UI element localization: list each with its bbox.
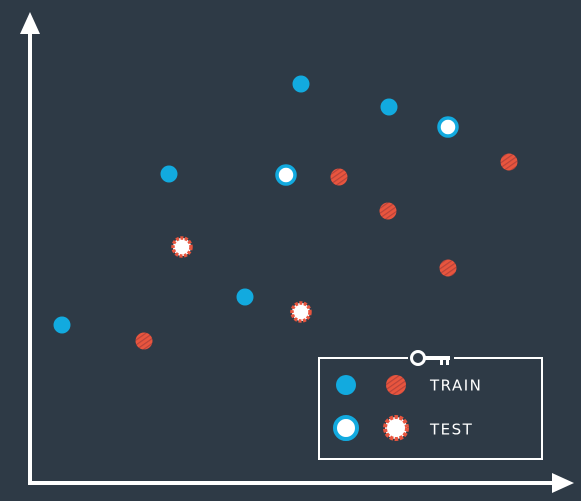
train-blue: [380, 98, 398, 116]
train-blue: [53, 316, 71, 334]
test-blue: [437, 116, 459, 138]
key-icon: [408, 349, 454, 367]
train-blue: [236, 288, 254, 306]
legend-test-blue: [333, 415, 359, 441]
train-blue: [160, 165, 178, 183]
key-tooth: [440, 356, 443, 365]
test-blue: [275, 164, 297, 186]
train-red: [379, 202, 397, 220]
legend-train-red: [386, 375, 406, 395]
train-red: [439, 259, 457, 277]
legend-train-blue: [336, 375, 356, 395]
axes: [20, 12, 574, 493]
train-blue: [292, 75, 310, 93]
test-red: [290, 301, 312, 323]
legend-test-red: [383, 415, 409, 441]
test-red: [171, 236, 193, 258]
key-shaft: [424, 356, 450, 360]
y-arrow: [20, 12, 40, 34]
legend: TRAIN TEST: [318, 349, 543, 460]
x-arrow: [552, 473, 574, 493]
legend-test-label: TEST: [429, 421, 473, 439]
train-red: [330, 168, 348, 186]
train-red: [500, 153, 518, 171]
train-red: [135, 332, 153, 350]
legend-train-label: TRAIN: [429, 377, 482, 395]
points: [53, 75, 518, 350]
key-tooth: [446, 356, 449, 365]
